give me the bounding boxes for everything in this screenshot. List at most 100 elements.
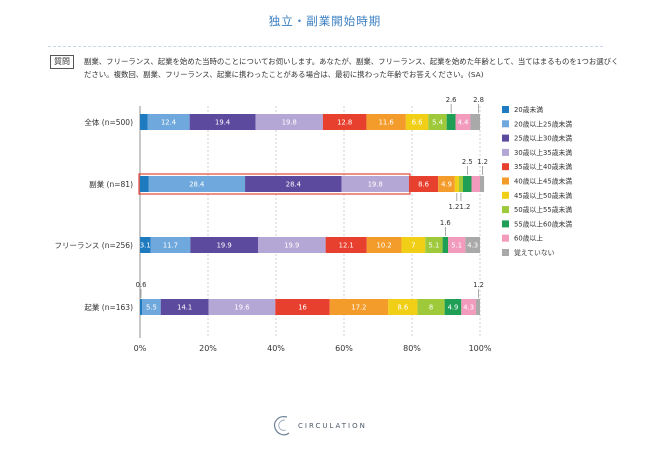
bar-segment — [438, 176, 455, 192]
data-label: 19.4 — [215, 119, 230, 127]
bar-segment — [470, 114, 480, 130]
question-text: 副業、フリーランス、起業を始めた当時のことについてお伺いします。あなたが、副業、… — [84, 57, 619, 79]
bar-segment — [140, 237, 151, 253]
bar-segment — [208, 299, 276, 315]
bar-segment — [444, 299, 462, 315]
bar-segment — [325, 237, 367, 253]
x-tick-label: 100% — [469, 344, 492, 353]
bar-segment — [454, 176, 459, 192]
data-label: 19.9 — [217, 242, 232, 250]
page-title: 独立・副業開始時期 — [268, 14, 382, 28]
bar-segment — [257, 237, 326, 253]
bar-segment — [463, 176, 472, 192]
question-label: 質問 — [50, 55, 74, 69]
legend-swatch — [502, 191, 509, 199]
data-label: 2.5 — [462, 158, 473, 166]
data-label: 12.1 — [339, 242, 354, 250]
legend-swatch — [502, 163, 509, 171]
data-label: 4.3 — [467, 242, 478, 250]
bar-segment — [458, 176, 463, 192]
legend-label: 20歳未満 — [514, 105, 543, 114]
bar-segment — [405, 114, 429, 130]
data-label: 1.2 — [477, 158, 488, 166]
bar-segment — [448, 237, 466, 253]
data-label: 7 — [411, 242, 415, 250]
legend-label: 40歳以上45歳未満 — [514, 177, 572, 186]
bar-segment — [255, 114, 323, 130]
legend-swatch — [502, 249, 509, 256]
category-label: 全体 (n=500) — [84, 117, 133, 127]
brand-name: CIRCULATION — [298, 422, 367, 430]
data-label: 8.6 — [397, 304, 408, 312]
bar-segment — [408, 176, 439, 192]
data-label: 11.6 — [379, 119, 394, 127]
data-label: 1.2 — [448, 203, 459, 211]
data-label: 12.4 — [161, 119, 176, 127]
category-label: 副業 (n=81) — [89, 179, 133, 189]
bar-segment — [428, 114, 447, 130]
legend-label: 55歳以上60歳未満 — [514, 219, 572, 228]
bar-segment — [455, 114, 471, 130]
bar-segment — [322, 114, 367, 130]
legend-swatch — [502, 234, 509, 242]
data-label: 17.2 — [351, 304, 366, 312]
legend-label: 25歳以上30歳未満 — [514, 134, 572, 143]
legend-label: 50歳以上55歳未満 — [514, 205, 572, 214]
title-divider — [48, 46, 603, 47]
data-label: 2.8 — [473, 96, 484, 104]
bar-segment — [140, 176, 149, 192]
data-label: 19.8 — [368, 181, 383, 189]
legend-label: 45歳以上50歳未満 — [514, 191, 572, 200]
bar-segment — [140, 299, 143, 315]
bar-segment — [471, 176, 480, 192]
data-label: 4.3 — [463, 304, 474, 312]
bar-segment — [329, 299, 389, 315]
data-label: 19.9 — [284, 242, 299, 250]
data-label: 3.1 — [140, 242, 151, 250]
bar-segment — [442, 237, 449, 253]
legend-swatch — [502, 120, 509, 128]
brand-footer: CIRCULATION — [0, 412, 650, 442]
bar-segment — [160, 299, 209, 315]
data-label: 10.2 — [377, 242, 392, 250]
bar-segment — [461, 299, 476, 315]
data-label: 4.9 — [448, 304, 459, 312]
data-label: 4.9 — [441, 181, 452, 189]
data-label: 1.2 — [473, 281, 484, 289]
bar-segment — [401, 237, 426, 253]
bar-segment — [148, 176, 246, 192]
legend-swatch — [502, 134, 509, 142]
bar-segment — [150, 237, 191, 253]
category-label: 起業 (n=163) — [84, 302, 133, 312]
bar-segment — [140, 114, 148, 130]
bar-segment — [142, 299, 161, 315]
data-label: 5.5 — [146, 304, 157, 312]
data-label: 2.6 — [446, 96, 457, 104]
x-tick-label: 60% — [335, 344, 353, 353]
highlight-box — [138, 173, 411, 195]
x-tick-label: 40% — [267, 344, 285, 353]
legend-swatch — [502, 148, 509, 156]
bar-segment — [190, 237, 258, 253]
data-label: 28.4 — [286, 181, 301, 189]
data-label: 28.4 — [189, 181, 204, 189]
data-label: 12.8 — [337, 119, 352, 127]
bar-segment — [417, 299, 445, 315]
data-label: 6.6 — [412, 119, 423, 127]
legend-swatch — [502, 220, 509, 228]
legend-swatch — [502, 106, 509, 113]
legend-label: 60歳以上 — [514, 234, 543, 243]
bar-segment — [388, 299, 418, 315]
bar-segment — [245, 176, 342, 192]
bar-segment — [275, 299, 330, 315]
bar-segment — [475, 299, 480, 315]
data-label: 0.6 — [136, 281, 147, 289]
bar-segment — [147, 114, 190, 130]
data-label: 1.2 — [460, 203, 471, 211]
data-label: 8 — [429, 304, 433, 312]
category-label: フリーランス (n=256) — [55, 241, 134, 250]
data-label: 16 — [298, 304, 307, 312]
legend-label: 35歳以上40歳未満 — [514, 162, 572, 171]
legend-label: 30歳以上35歳未満 — [514, 148, 572, 157]
